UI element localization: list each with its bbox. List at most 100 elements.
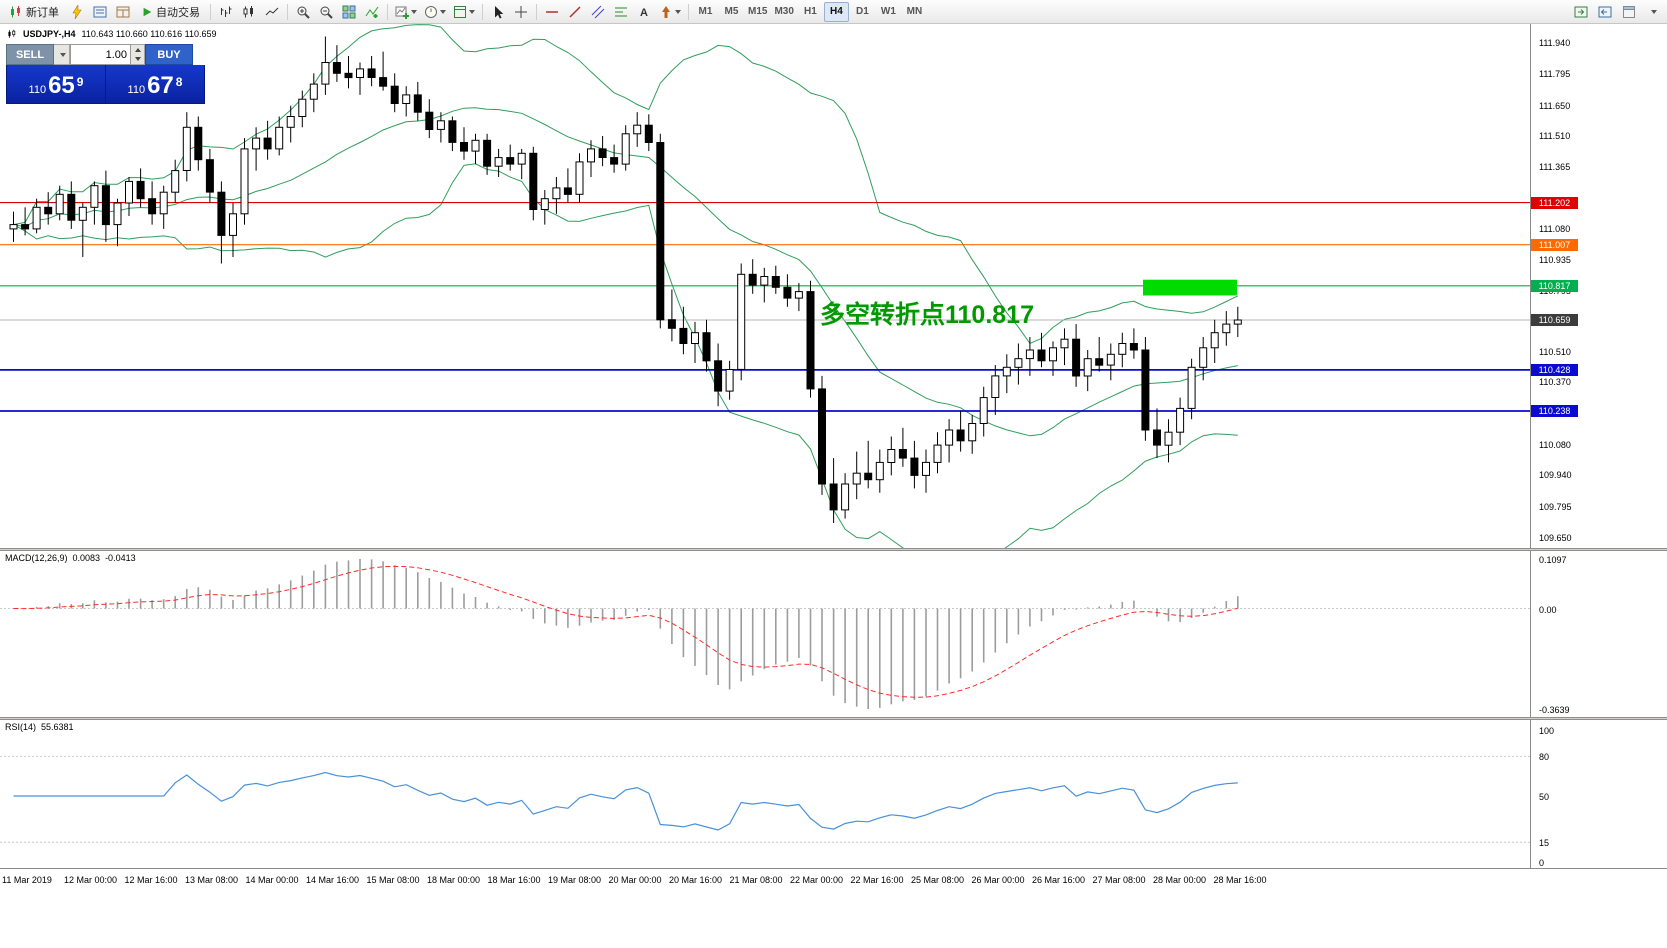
price-tick: 109.795 [1539, 501, 1572, 512]
indicators-button[interactable] [361, 2, 383, 22]
toolbar-separator [387, 3, 388, 20]
zoom-in-icon [297, 6, 310, 19]
chevron-up-icon [134, 47, 141, 52]
zoom-in-button[interactable] [292, 2, 314, 22]
ohlc-values: 110.643 110.660 110.616 110.659 [81, 29, 217, 39]
main-chart-canvas[interactable] [0, 24, 1530, 548]
highlight-rectangle[interactable] [1143, 279, 1237, 296]
channel-tool-button[interactable] [587, 2, 609, 22]
price-axis[interactable]: 111.940 111.795 111.650 111.510 111.365 111.0… [1531, 24, 1667, 868]
volume-input[interactable] [70, 44, 131, 65]
volume-decrease-button[interactable] [131, 54, 144, 64]
crosshair-icon [515, 5, 527, 18]
timeframe-h4-button[interactable]: H4 [823, 1, 849, 22]
cursor-button[interactable] [487, 2, 509, 22]
channel-icon [591, 5, 605, 18]
bar-chart-button[interactable] [215, 2, 237, 22]
trade-settings-dropdown[interactable] [54, 44, 70, 65]
chevron-down-icon [469, 9, 475, 14]
trendline-icon [569, 5, 581, 18]
time-axis-label: 28 Mar 00:00 [1152, 875, 1207, 885]
time-axis-label: 20 Mar 00:00 [608, 875, 662, 885]
market-watch-button[interactable] [89, 2, 111, 22]
play-icon [143, 7, 152, 16]
rsi-panel-canvas[interactable] [0, 720, 1530, 868]
macd-axis-label: 0.1097 [1539, 555, 1567, 565]
trendline-tool-button[interactable] [564, 2, 586, 22]
auto-scroll-button[interactable] [1594, 2, 1616, 22]
price-tick: 110.370 [1539, 377, 1571, 388]
metaeditor-button[interactable] [66, 2, 88, 22]
auto-trading-button[interactable]: 自动交易 [135, 2, 206, 22]
text-tool-button[interactable]: A [633, 2, 655, 22]
cursor-icon [495, 5, 504, 18]
price-tick: 109.940 [1539, 470, 1572, 481]
timeframe-m30-button[interactable]: M30 [771, 2, 796, 22]
chart-shift-button[interactable] [1570, 2, 1592, 22]
horizontal-line-tool-button[interactable] [541, 2, 563, 22]
new-order-label: 新订单 [26, 6, 59, 19]
macd-histogram [24, 559, 1239, 709]
toolbar-separator [688, 3, 689, 20]
panel-splitter[interactable] [0, 717, 1667, 720]
data-window-button[interactable] [112, 2, 134, 22]
price-tick: 111.365 [1539, 162, 1571, 173]
price-tick: 110.935 [1539, 255, 1571, 266]
sell-button[interactable]: SELL [6, 44, 54, 65]
time-axis-label: 15 Mar 08:00 [366, 875, 420, 885]
buy-price-display[interactable]: 110 67 8 [106, 65, 204, 103]
macd-panel-canvas[interactable] [0, 551, 1530, 717]
new-order-button[interactable]: 新订单 [3, 2, 65, 22]
volume-increase-button[interactable] [131, 45, 144, 55]
toolbar-overflow-button[interactable] [1642, 2, 1664, 22]
profiles-button[interactable] [421, 2, 449, 22]
price-level-label: 110.238 [1531, 404, 1578, 417]
timeframe-mn-button[interactable]: MN [902, 2, 927, 22]
timeframe-toolbar: M1 M5 M15 M30 H1 H4 D1 W1 MN [693, 1, 927, 22]
timeframe-m5-button[interactable]: M5 [719, 2, 744, 22]
text-tool-icon: A [640, 7, 648, 19]
macd-signal-value: -0.0413 [105, 553, 136, 563]
toolbar-separator [536, 3, 537, 20]
tile-windows-button[interactable] [338, 2, 360, 22]
price-tick: 111.650 [1539, 100, 1571, 111]
current-price-label: 110.659 [1531, 313, 1578, 326]
timeframe-h1-button[interactable]: H1 [798, 2, 823, 22]
timeframe-m15-button[interactable]: M15 [745, 2, 770, 22]
buy-price-sup: 8 [175, 75, 183, 89]
macd-main-value: 0.0083 [72, 553, 101, 563]
tile-windows-icon [342, 5, 356, 18]
timeframe-w1-button[interactable]: W1 [876, 2, 901, 22]
buy-button[interactable]: BUY [145, 44, 193, 65]
line-chart-button[interactable] [261, 2, 283, 22]
time-axis[interactable]: 11 Mar 2019 12 Mar 00:00 12 Mar 16:00 13 Ma… [0, 868, 1667, 892]
chart-annotation[interactable]: 多空转折点110.817 [820, 301, 1034, 329]
chart-shift-icon [1574, 6, 1588, 17]
rsi-value: 55.6381 [41, 722, 74, 732]
time-axis-label: 13 Mar 08:00 [184, 875, 239, 885]
fibonacci-icon [615, 7, 627, 16]
fibonacci-tool-button[interactable] [610, 2, 632, 22]
templates-button[interactable] [450, 2, 478, 22]
candlestick-icon [243, 5, 253, 17]
market-watch-icon [93, 6, 107, 17]
sell-price-display[interactable]: 110 65 9 [7, 65, 105, 103]
crosshair-button[interactable] [510, 2, 532, 22]
timeframe-d1-button[interactable]: D1 [850, 2, 875, 22]
new-chart-button[interactable] [392, 2, 420, 22]
chart-title: USDJPY-,H4 110.643 110.660 110.616 110.6… [7, 29, 217, 39]
time-axis-label: 21 Mar 08:00 [729, 875, 783, 885]
line-chart-icon [265, 7, 279, 15]
arrows-tool-button[interactable] [656, 2, 684, 22]
timeframe-m1-button[interactable]: M1 [693, 2, 718, 22]
docking-button[interactable] [1618, 2, 1640, 22]
panel-splitter[interactable] [0, 548, 1667, 551]
zoom-out-button[interactable] [315, 2, 337, 22]
bollinger-lo-line [13, 163, 1238, 548]
time-axis-label: 19 Mar 08:00 [547, 875, 602, 885]
time-axis-label: 27 Mar 08:00 [1092, 875, 1146, 885]
chevron-down-icon [134, 57, 141, 62]
candlestick-chart-button[interactable] [238, 2, 260, 22]
time-axis-label: 26 Mar 16:00 [1031, 875, 1086, 885]
